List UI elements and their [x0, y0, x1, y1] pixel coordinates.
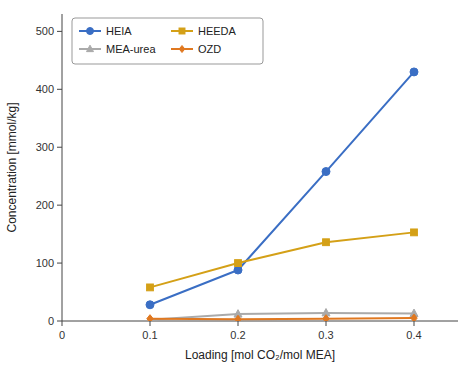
series	[146, 68, 418, 309]
legend-item: HEEDA	[171, 25, 237, 37]
legend: HEIA HEEDA MEA-urea OZD	[72, 18, 263, 64]
legend-label: HEIA	[106, 25, 132, 37]
series-marker	[323, 315, 329, 321]
series-marker	[146, 315, 154, 321]
x-tick-label: 0.3	[318, 329, 333, 341]
x-tick-label: 0.2	[230, 329, 245, 341]
series-marker	[411, 229, 418, 236]
x-axis-line	[62, 321, 458, 322]
plot-data	[146, 68, 418, 321]
y-tick-label: 100	[36, 257, 54, 269]
y-tick	[57, 263, 62, 264]
x-tick	[326, 321, 327, 326]
series-marker	[323, 239, 330, 246]
series-line	[150, 72, 414, 305]
series-marker	[234, 266, 242, 274]
legend-label: MEA-urea	[106, 43, 156, 55]
series-marker	[147, 315, 153, 321]
x-tick-label: 0.1	[142, 329, 157, 341]
legend-item: MEA-urea	[79, 43, 156, 55]
y-tick	[57, 147, 62, 148]
series-marker	[147, 284, 154, 291]
x-tick	[150, 321, 151, 326]
legend-box	[72, 18, 263, 64]
legend-marker	[179, 46, 185, 53]
series	[147, 229, 418, 291]
series	[146, 308, 418, 321]
legend-marker	[87, 45, 94, 51]
legend-label: HEEDA	[198, 25, 237, 37]
chart: 0 0.1 0.2 0.3 0.4 0 100 200 300 400 500 Loading [mo…	[0, 0, 474, 371]
x-tick-label: 0.4	[406, 329, 421, 341]
y-tick-label: 500	[36, 25, 54, 37]
x-tick	[62, 321, 63, 326]
y-tick-label: 0	[48, 315, 54, 327]
x-tick	[238, 321, 239, 326]
legend-item: OZD	[171, 43, 221, 55]
y-tick	[57, 89, 62, 90]
y-tick	[57, 205, 62, 206]
y-axis-line	[62, 14, 63, 321]
series-marker	[322, 168, 330, 176]
legend-marker	[179, 28, 185, 34]
series-line	[150, 318, 414, 319]
legend-label: OZD	[198, 43, 221, 55]
x-axis-label: Loading [mol CO₂/mol MEA]	[185, 348, 335, 362]
x-tick	[414, 321, 415, 326]
y-tick	[57, 31, 62, 32]
series-marker	[235, 315, 241, 321]
series-marker	[235, 260, 242, 267]
series-marker	[146, 301, 154, 309]
series	[147, 314, 417, 321]
series-line	[150, 313, 414, 320]
chart-container: 0 0.1 0.2 0.3 0.4 0 100 200 300 400 500 Loading [mo…	[0, 0, 474, 371]
y-tick	[57, 321, 62, 322]
y-tick-label: 300	[36, 141, 54, 153]
series-marker	[411, 314, 417, 321]
series-marker	[410, 68, 418, 76]
axes: 0 0.1 0.2 0.3 0.4 0 100 200 300 400 500	[36, 14, 458, 341]
x-tick-label: 0	[59, 329, 65, 341]
legend-item: HEIA	[79, 25, 132, 37]
y-axis-label: Concentration [mmol/kg]	[5, 102, 19, 232]
series-line	[150, 232, 414, 287]
legend-marker	[87, 28, 94, 35]
y-tick-label: 200	[36, 199, 54, 211]
y-tick-label: 400	[36, 83, 54, 95]
